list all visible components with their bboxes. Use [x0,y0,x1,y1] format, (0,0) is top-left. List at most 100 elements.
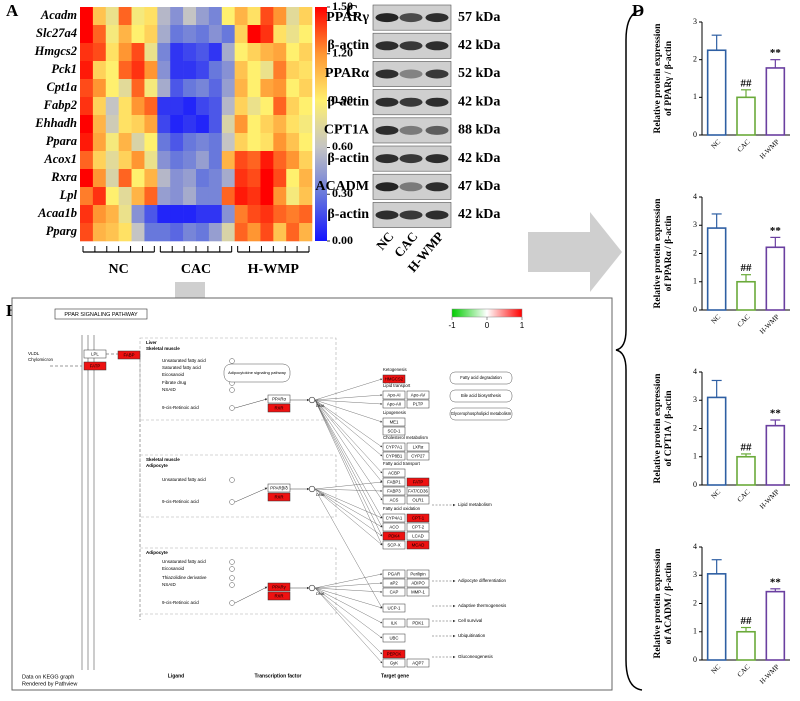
heatmap-cell [273,169,287,188]
gene-group-label: Fatty acid oxidation [383,506,421,511]
heatmap-cell [299,205,313,224]
gene-node-label: CYP27 [411,453,425,458]
tissue-label: Liver [146,340,157,345]
heatmap-cell [144,43,158,62]
y-tick-label: 3 [693,395,697,404]
heatmap-cell [118,151,132,170]
blot-band [375,69,399,79]
heatmap-cell [131,115,145,134]
heatmap-cell [80,223,94,242]
heatmap-cell [247,7,261,26]
heatmap-cell [118,7,132,26]
blot-band [399,125,423,135]
heatmap-cell [260,97,274,116]
y-tick-label: 0 [693,130,697,139]
heatmap-cell [273,25,287,44]
heatmap-cell [299,43,313,62]
gene-node [382,426,406,436]
heatmap-cell [260,223,274,242]
gene-node-label: SCD-1 [388,428,402,433]
heatmap-cell [286,133,300,152]
heatmap-cell [221,223,235,242]
heatmap-cell [234,151,248,170]
heatmap-cell [286,79,300,98]
gene-node-label: CPT-2 [412,524,425,529]
y-tick-label: 3 [693,220,697,229]
ligand-label: Thiazolidine derivative [162,575,207,580]
gene-group-label: Lipogenesis [383,410,406,415]
ligand-circle [229,575,235,581]
connector [314,587,383,655]
gene-node-label: PPARα [272,396,286,401]
connector [314,399,383,483]
heatmap-cell [196,133,210,152]
heatmap-cell [118,43,132,62]
heatmap-cell [247,25,261,44]
gene-label: Hmgcs2 [34,44,77,58]
process-label: Lipid metabolism [458,502,492,507]
heatmap-cell [118,25,132,44]
heatmap-cell [247,43,261,62]
protein-label: PPARα [325,66,369,81]
ligand-label: 9-cis-Retinoic acid [162,600,199,605]
heatmap-cell [92,43,107,62]
gene-group-label: Fatty acid transport [383,461,421,466]
y-tick-label: 0 [693,305,697,314]
ligand-circle [229,559,235,565]
heatmap-cell [208,205,223,224]
heatmap-cell [208,151,223,170]
y-axis-label: of PPARα / β-actin [664,215,674,292]
heatmap-cell [286,43,300,62]
heatmap-cell [170,7,184,26]
heatmap-cell [170,25,184,44]
pathway-frame [11,297,613,691]
bar [706,573,727,661]
heatmap-cell [221,43,235,62]
heatmap-cell [170,97,184,116]
heatmap-cell [247,169,261,188]
connector [314,399,383,528]
heatmap-cell [80,61,94,80]
heatmap-cell [208,133,223,152]
gene-label: Acox1 [43,152,77,166]
heatmap-cell [80,133,94,152]
heatmap-cell [144,151,158,170]
bar [765,246,786,311]
significance-label: ** [770,225,782,237]
heatmap-cell [131,169,145,188]
heatmap-cell [221,25,235,44]
process-box-label: Fatty acid degradation [460,375,502,380]
gene-node [382,540,406,550]
heatmap-cell [105,79,119,98]
heatmap-cell [234,115,248,134]
heatmap-cell [247,61,261,80]
gene-node-label: FABP [124,352,135,357]
heatmap-cell [234,43,248,62]
gene-node [267,394,291,404]
heatmap-cell [80,151,94,170]
column-label: Ligand [168,673,184,679]
gene-node-label: FATP [413,479,424,484]
blot-band [399,154,423,164]
connector [234,586,268,604]
heatmap-cell [221,133,235,152]
gene-node [382,468,406,478]
y-tick-label: 1 [693,452,697,461]
protein-label: β-actin [327,151,369,166]
gene-node-label: ME1 [390,419,399,424]
heatmap-cell [221,61,235,80]
heatmap-cell [144,133,158,152]
heatmap-cell [208,223,223,242]
gene-node-label: PDK1 [412,620,424,625]
heatmap-cell [196,43,210,62]
process-box [449,407,513,421]
heatmap-cell [144,61,158,80]
gene-node-label: CAP [390,589,399,594]
heatmap-cell [286,151,300,170]
gene-node [406,587,430,597]
ligand-label: NSAID [162,582,177,587]
y-tick-label: 1 [693,277,697,286]
y-tick-label: 0 [693,480,697,489]
bar [706,396,727,486]
heatmap-cell [105,133,119,152]
